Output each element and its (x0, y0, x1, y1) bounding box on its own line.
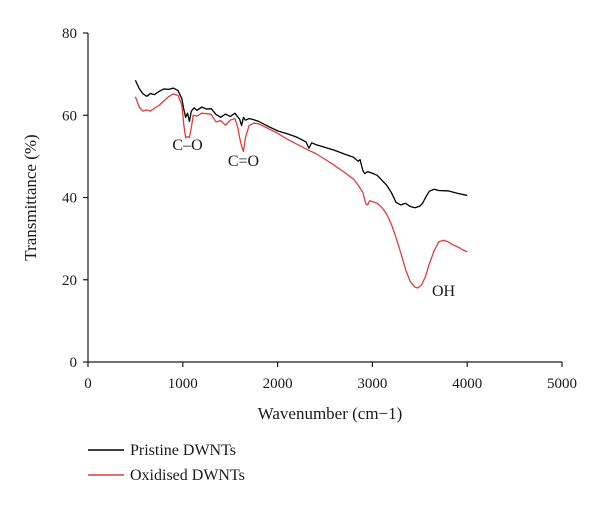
y-tick-label: 60 (62, 108, 77, 124)
x-axis-title: Wavenumber (cm−1) (258, 404, 403, 423)
legend-item: Pristine DWNTs (88, 442, 236, 459)
x-tick-label: 4000 (452, 376, 482, 392)
series-line-oxidised (134, 93, 468, 289)
y-tick-label: 0 (70, 355, 78, 371)
x-tick-label: 0 (84, 376, 92, 392)
y-ticks: 0 20 40 60 80 (62, 26, 88, 371)
legend: Pristine DWNTs Oxidised DWNTs (88, 442, 245, 484)
y-axis-title: Transmittance (%) (21, 134, 40, 260)
x-tick-label: 1000 (168, 376, 198, 392)
x-ticks: 0 1000 2000 3000 4000 5000 (84, 362, 577, 392)
x-tick-label: 3000 (357, 376, 387, 392)
y-tick-label: 80 (62, 26, 77, 42)
y-tick-label: 20 (62, 273, 77, 289)
series-line-pristine (134, 80, 468, 209)
annotations: C–O C=O OH (172, 137, 455, 300)
series (134, 80, 468, 289)
legend-item: Oxidised DWNTs (88, 467, 245, 484)
legend-label: Oxidised DWNTs (130, 467, 245, 484)
peak-annotation: OH (432, 283, 456, 300)
y-tick-label: 40 (62, 191, 77, 207)
x-tick-label: 5000 (547, 376, 577, 392)
axes (87, 33, 562, 363)
x-tick-label: 2000 (263, 376, 293, 392)
legend-label: Pristine DWNTs (130, 442, 236, 459)
peak-annotation: C=O (228, 153, 259, 170)
peak-annotation: C–O (172, 137, 202, 154)
